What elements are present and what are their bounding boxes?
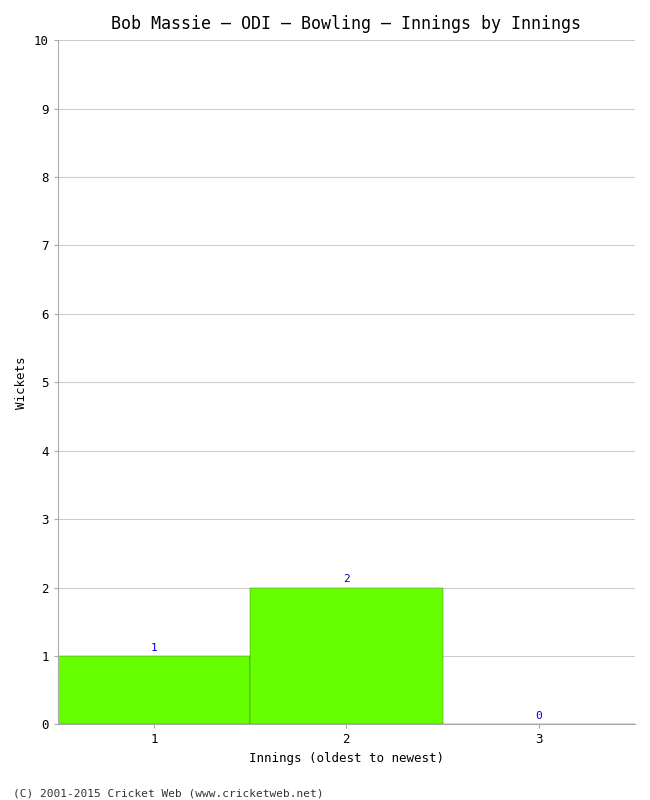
Text: (C) 2001-2015 Cricket Web (www.cricketweb.net): (C) 2001-2015 Cricket Web (www.cricketwe… [13, 788, 324, 798]
Text: 1: 1 [150, 642, 157, 653]
Bar [58, 656, 250, 725]
Title: Bob Massie – ODI – Bowling – Innings by Innings: Bob Massie – ODI – Bowling – Innings by … [111, 15, 581, 33]
X-axis label: Innings (oldest to newest): Innings (oldest to newest) [249, 752, 444, 765]
Text: 2: 2 [343, 574, 350, 584]
Bar [250, 587, 443, 725]
Text: 0: 0 [536, 711, 542, 721]
Y-axis label: Wickets: Wickets [15, 356, 28, 409]
